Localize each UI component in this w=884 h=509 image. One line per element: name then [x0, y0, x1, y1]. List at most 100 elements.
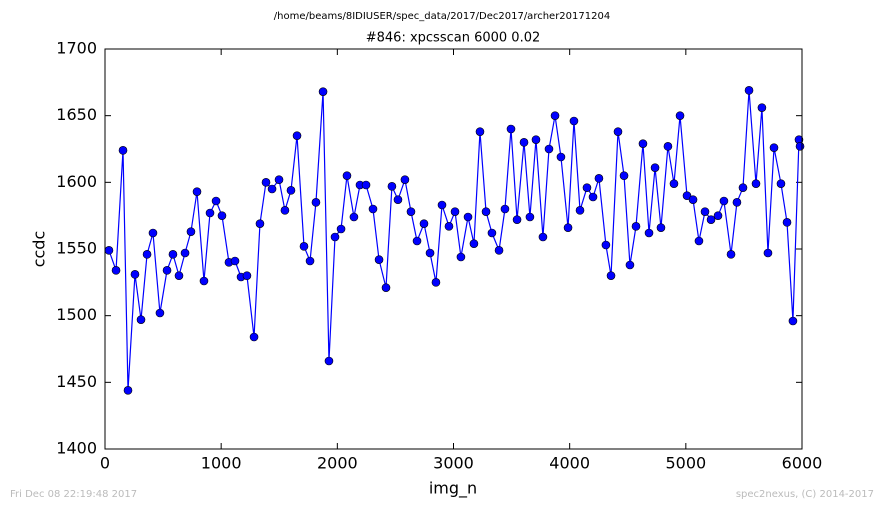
data-point	[706, 215, 716, 224]
data-point	[700, 207, 710, 216]
data-point	[400, 175, 410, 184]
data-point	[463, 212, 473, 222]
data-point	[625, 260, 635, 270]
y-tick-label: 1400	[56, 439, 97, 458]
data-point	[261, 178, 271, 187]
data-point	[656, 223, 666, 232]
data-point	[205, 208, 215, 218]
data-point	[682, 191, 692, 200]
data-point	[311, 198, 321, 207]
data-point	[500, 204, 510, 214]
data-point	[550, 111, 560, 120]
x-tick-label: 4000	[549, 454, 590, 473]
data-point	[719, 196, 729, 206]
data-point	[412, 236, 422, 246]
data-point	[361, 180, 371, 190]
data-point	[267, 184, 277, 194]
data-point	[613, 127, 623, 136]
data-point	[663, 142, 673, 151]
y-tick-label: 1650	[56, 105, 97, 124]
y-tick-label: 1700	[56, 39, 97, 58]
data-point	[406, 207, 416, 216]
x-tick-label: 2000	[317, 454, 358, 473]
data-point	[650, 163, 660, 172]
data-point	[713, 211, 723, 220]
data-point	[419, 219, 429, 228]
data-point	[368, 204, 378, 214]
data-point	[469, 239, 479, 248]
data-point	[726, 250, 736, 259]
data-point	[744, 86, 754, 95]
y-tick-label: 1500	[56, 305, 97, 324]
data-point	[738, 183, 748, 192]
data-point	[475, 127, 485, 136]
data-point	[180, 248, 190, 258]
data-point	[487, 228, 497, 238]
x-tick-label: 5000	[665, 454, 706, 473]
data-point	[675, 111, 685, 120]
data-point	[393, 195, 403, 204]
data-point	[694, 236, 704, 246]
data-point	[192, 187, 202, 196]
data-point	[688, 195, 698, 204]
data-point	[776, 179, 786, 188]
data-point	[450, 207, 460, 216]
chart-title: #846: xpcsscan 6000 0.02	[366, 31, 541, 46]
x-tick-label: 3000	[433, 454, 474, 473]
data-point	[186, 227, 196, 236]
footer-left: Fri Dec 08 22:19:48 2017	[10, 489, 137, 500]
data-point	[299, 242, 309, 251]
data-point	[544, 144, 554, 154]
data-point	[763, 248, 773, 258]
data-point	[130, 270, 140, 279]
y-tick-label: 1550	[56, 239, 97, 258]
data-point	[631, 222, 641, 231]
data-point	[318, 87, 328, 96]
data-point	[594, 174, 604, 183]
data-point	[494, 246, 504, 255]
x-axis-label: img_n	[429, 479, 477, 499]
data-point	[211, 196, 221, 206]
data-point	[732, 198, 742, 207]
x-tick-label: 6000	[782, 454, 823, 473]
y-tick-label: 1600	[56, 172, 97, 191]
data-point	[274, 175, 284, 184]
data-point	[525, 212, 535, 222]
data-point	[757, 103, 767, 112]
data-point	[242, 271, 252, 280]
data-point	[506, 124, 516, 134]
data-point	[425, 248, 435, 258]
data-point	[782, 218, 792, 227]
data-point	[519, 138, 529, 147]
x-tick-label: 1000	[201, 454, 242, 473]
data-point	[292, 131, 302, 140]
data-point	[387, 182, 397, 191]
data-point	[336, 224, 346, 234]
data-point	[638, 139, 648, 148]
data-point	[255, 219, 265, 228]
data-point	[249, 332, 259, 342]
x-tick-label: 0	[100, 454, 110, 473]
data-point	[118, 146, 128, 155]
data-point	[751, 179, 761, 188]
data-point	[437, 200, 447, 210]
data-point	[111, 266, 121, 275]
data-point	[431, 278, 441, 287]
data-point	[788, 316, 798, 326]
data-point	[563, 223, 573, 232]
data-point	[374, 255, 384, 264]
data-point	[217, 211, 227, 220]
data-point	[168, 250, 178, 259]
data-point	[556, 152, 566, 162]
data-point	[324, 356, 334, 366]
data-point	[456, 252, 466, 262]
data-point	[305, 256, 315, 266]
data-point	[142, 250, 152, 259]
data-point	[381, 283, 391, 292]
data-point	[123, 386, 133, 395]
data-point	[619, 171, 629, 180]
chart-suptitle: /home/beams/8IDIUSER/spec_data/2017/Dec2…	[274, 11, 610, 22]
data-point	[512, 215, 522, 224]
